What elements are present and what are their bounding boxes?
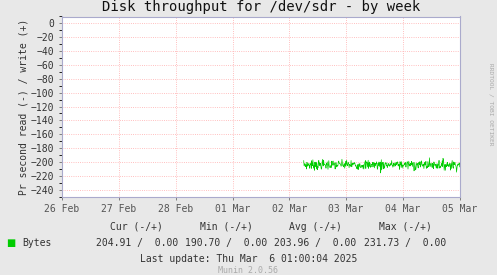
Text: Last update: Thu Mar  6 01:00:04 2025: Last update: Thu Mar 6 01:00:04 2025 — [140, 254, 357, 264]
Text: 204.91 /  0.00: 204.91 / 0.00 — [95, 238, 178, 248]
Text: 231.73 /  0.00: 231.73 / 0.00 — [364, 238, 446, 248]
Text: 203.96 /  0.00: 203.96 / 0.00 — [274, 238, 357, 248]
Text: Cur (-/+): Cur (-/+) — [110, 222, 163, 232]
Text: ■: ■ — [6, 238, 16, 248]
Text: Min (-/+): Min (-/+) — [200, 222, 252, 232]
Text: 190.70 /  0.00: 190.70 / 0.00 — [185, 238, 267, 248]
Text: Avg (-/+): Avg (-/+) — [289, 222, 342, 232]
Y-axis label: Pr second read (-) / write (+): Pr second read (-) / write (+) — [18, 18, 28, 195]
Text: Munin 2.0.56: Munin 2.0.56 — [219, 266, 278, 274]
Text: RRDTOOL / TOBI OETIKER: RRDTOOL / TOBI OETIKER — [489, 63, 494, 146]
Text: Bytes: Bytes — [22, 238, 52, 248]
Text: Max (-/+): Max (-/+) — [379, 222, 431, 232]
Title: Disk throughput for /dev/sdr - by week: Disk throughput for /dev/sdr - by week — [102, 0, 420, 14]
